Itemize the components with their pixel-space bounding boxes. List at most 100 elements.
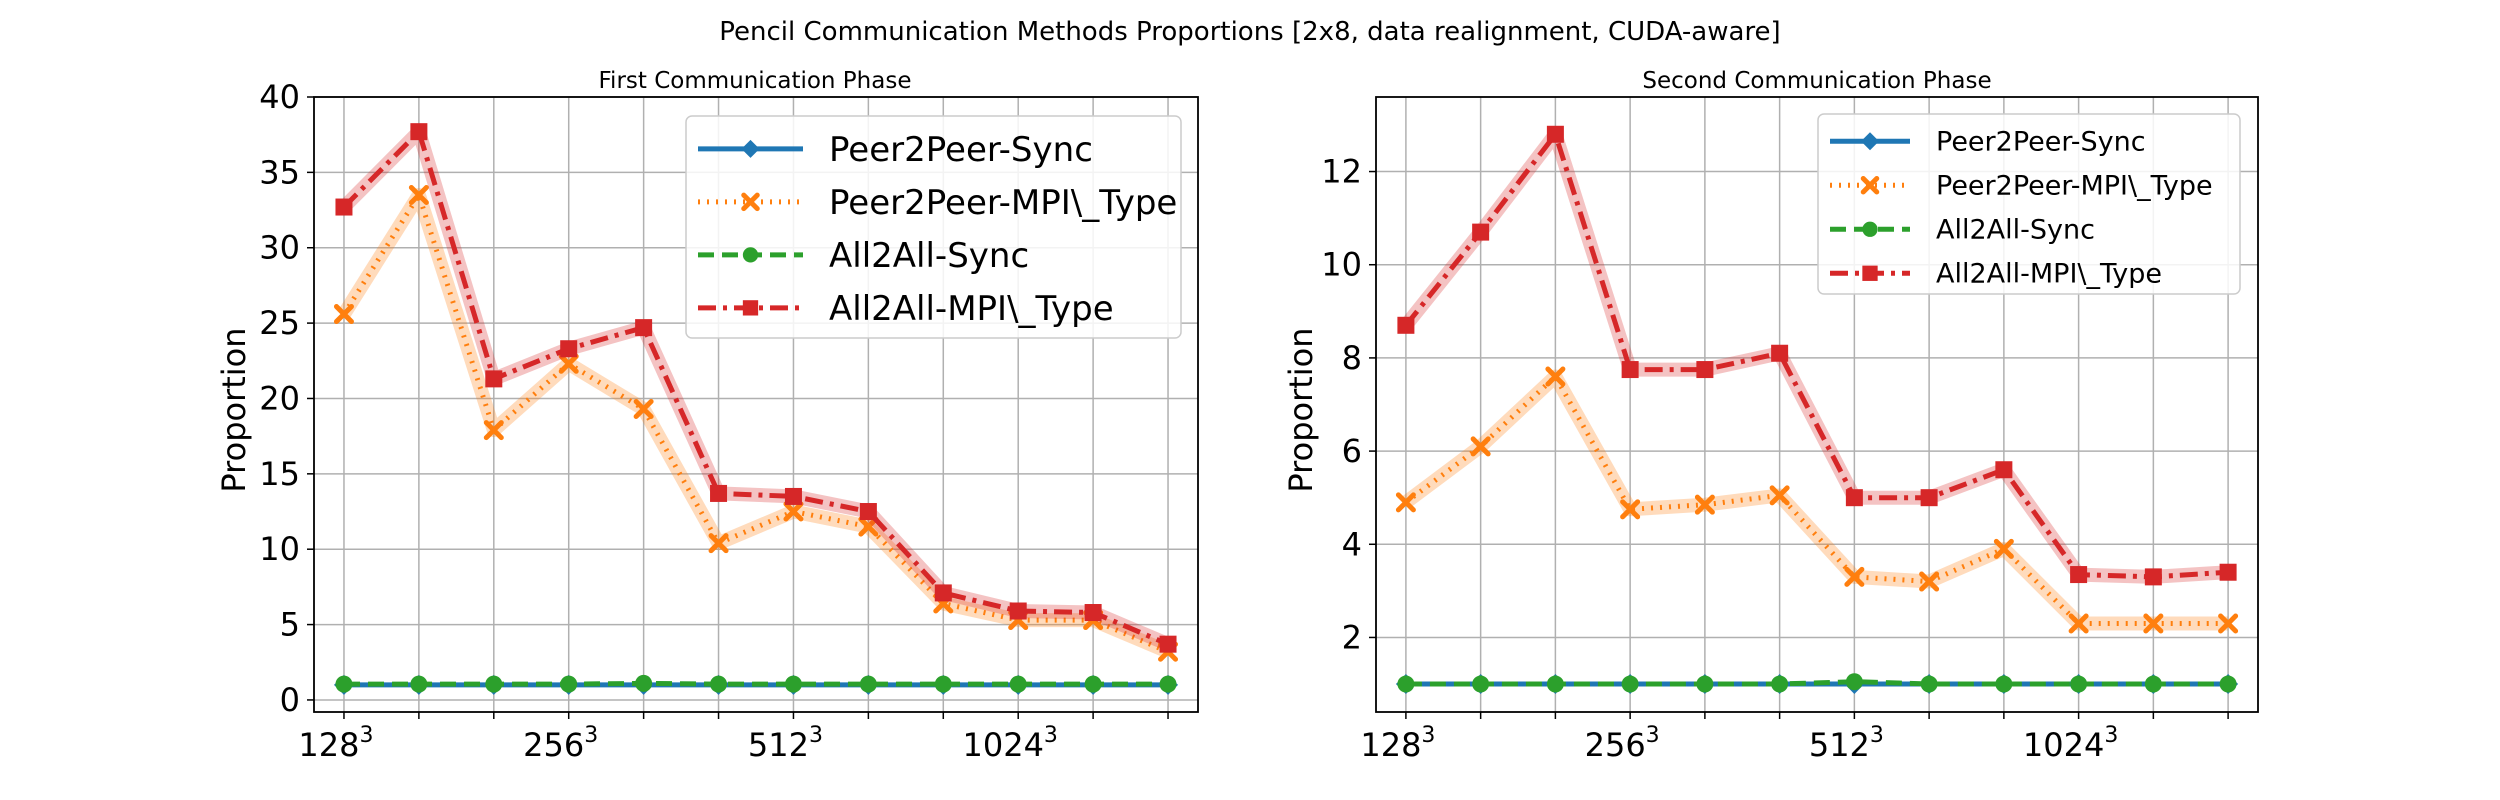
legend-label: All2All-Sync — [1936, 215, 2095, 246]
data-point — [635, 674, 653, 692]
x-tick-label: 1283 — [298, 723, 373, 764]
data-point — [633, 399, 654, 420]
y-tick-label: 12 — [1321, 153, 1362, 191]
plot-frame — [1375, 96, 2259, 713]
y-tick-label: 10 — [259, 530, 300, 568]
legend-marker — [741, 139, 760, 158]
y-tick-label: 0 — [280, 681, 300, 719]
data-point — [1696, 361, 1714, 379]
legend-label: All2All-MPI\_Type — [1936, 259, 2162, 290]
legend-marker — [1862, 265, 1878, 281]
data-point — [1995, 461, 2013, 479]
series-all2all-mpi-type — [335, 123, 1177, 653]
series-line — [1405, 679, 2229, 687]
x-tick-label: 5123 — [748, 723, 823, 764]
data-point — [558, 353, 579, 374]
data-point — [560, 675, 578, 693]
y-axis-label: Proportion — [1282, 327, 1320, 492]
data-point — [1920, 675, 1938, 693]
x-tick-label: 2563 — [523, 723, 598, 764]
data-point — [710, 675, 728, 693]
data-point — [1009, 602, 1027, 620]
y-tick-label: 25 — [259, 304, 300, 342]
data-point — [483, 420, 504, 441]
confidence-band — [338, 188, 1171, 659]
data-point — [1084, 675, 1102, 693]
data-point — [1545, 366, 1566, 387]
data-point — [2070, 675, 2088, 693]
data-point — [783, 501, 804, 522]
series-all2all-mpi-type — [1397, 125, 2237, 586]
data-point — [1920, 489, 1938, 507]
data-point — [1472, 675, 1490, 693]
y-tick-label: 4 — [1342, 525, 1362, 563]
data-point — [1084, 604, 1102, 622]
data-point — [1470, 436, 1491, 457]
data-point — [1621, 361, 1639, 379]
series-peer2peer-mpi-type — [1395, 366, 2239, 634]
data-point — [333, 304, 354, 325]
data-point — [1620, 499, 1641, 520]
legend-label: Peer2Peer-Sync — [829, 130, 1093, 170]
data-point — [408, 184, 429, 205]
data-point — [1844, 566, 1865, 587]
legend-box — [685, 115, 1182, 339]
data-point — [635, 319, 653, 337]
plot-frame — [313, 96, 1199, 713]
data-point — [1993, 538, 2014, 559]
legend-label: Peer2Peer-Sync — [1936, 127, 2146, 158]
data-point — [1845, 489, 1863, 507]
x-tick-label: 2563 — [1585, 723, 1660, 764]
data-point — [1995, 675, 2013, 693]
y-tick-label: 8 — [1342, 339, 1362, 377]
legend-label: All2All-Sync — [829, 236, 1029, 276]
data-point — [1694, 494, 1715, 515]
data-point — [2070, 566, 2088, 584]
legend-label: Peer2Peer-MPI\_Type — [829, 183, 1177, 223]
data-point — [934, 584, 952, 602]
y-tick-label: 15 — [259, 455, 300, 493]
data-point — [1696, 675, 1714, 693]
data-point — [934, 675, 952, 693]
series-line — [1404, 374, 2229, 626]
data-point — [2219, 675, 2237, 693]
data-point — [708, 533, 729, 554]
series-all2all-sync — [335, 674, 1177, 693]
data-point — [858, 516, 879, 537]
x-tick-label: 5123 — [1809, 723, 1884, 764]
data-point — [2143, 613, 2164, 634]
y-axis-label: Proportion — [215, 327, 253, 492]
y-tick-label: 5 — [280, 606, 300, 644]
data-point — [560, 340, 578, 358]
series-line — [1403, 131, 2229, 580]
y-tick-label: 6 — [1342, 432, 1362, 470]
data-point — [1395, 492, 1416, 513]
data-point — [1159, 675, 1177, 693]
legend-marker — [1860, 176, 1880, 195]
data-point — [1546, 125, 1564, 143]
series-line — [344, 680, 1168, 687]
data-point — [1159, 635, 1177, 653]
series-line — [342, 129, 1169, 647]
data-point — [1845, 673, 1863, 691]
data-point — [335, 198, 353, 216]
legend-marker — [1862, 221, 1878, 237]
data-point — [485, 675, 503, 693]
data-point — [1919, 571, 1940, 592]
y-tick-label: 30 — [259, 229, 300, 267]
data-point — [784, 487, 802, 505]
data-point — [1621, 675, 1639, 693]
data-point — [2219, 563, 2237, 581]
y-tick-label: 35 — [259, 153, 300, 191]
data-point — [2218, 613, 2239, 634]
data-point — [410, 675, 428, 693]
y-tick-label: 2 — [1342, 618, 1362, 656]
panel-title: First Communication Phase — [599, 68, 912, 94]
y-tick-label: 20 — [259, 379, 300, 417]
data-point — [335, 675, 353, 693]
legend: Peer2Peer-Sync Peer2Peer-MPI\_Type All2All… — [1817, 113, 2241, 295]
legend: Peer2Peer-Sync Peer2Peer-MPI\_Type All2All… — [685, 115, 1182, 339]
legend-box — [1817, 113, 2241, 295]
legend-marker — [742, 300, 759, 316]
